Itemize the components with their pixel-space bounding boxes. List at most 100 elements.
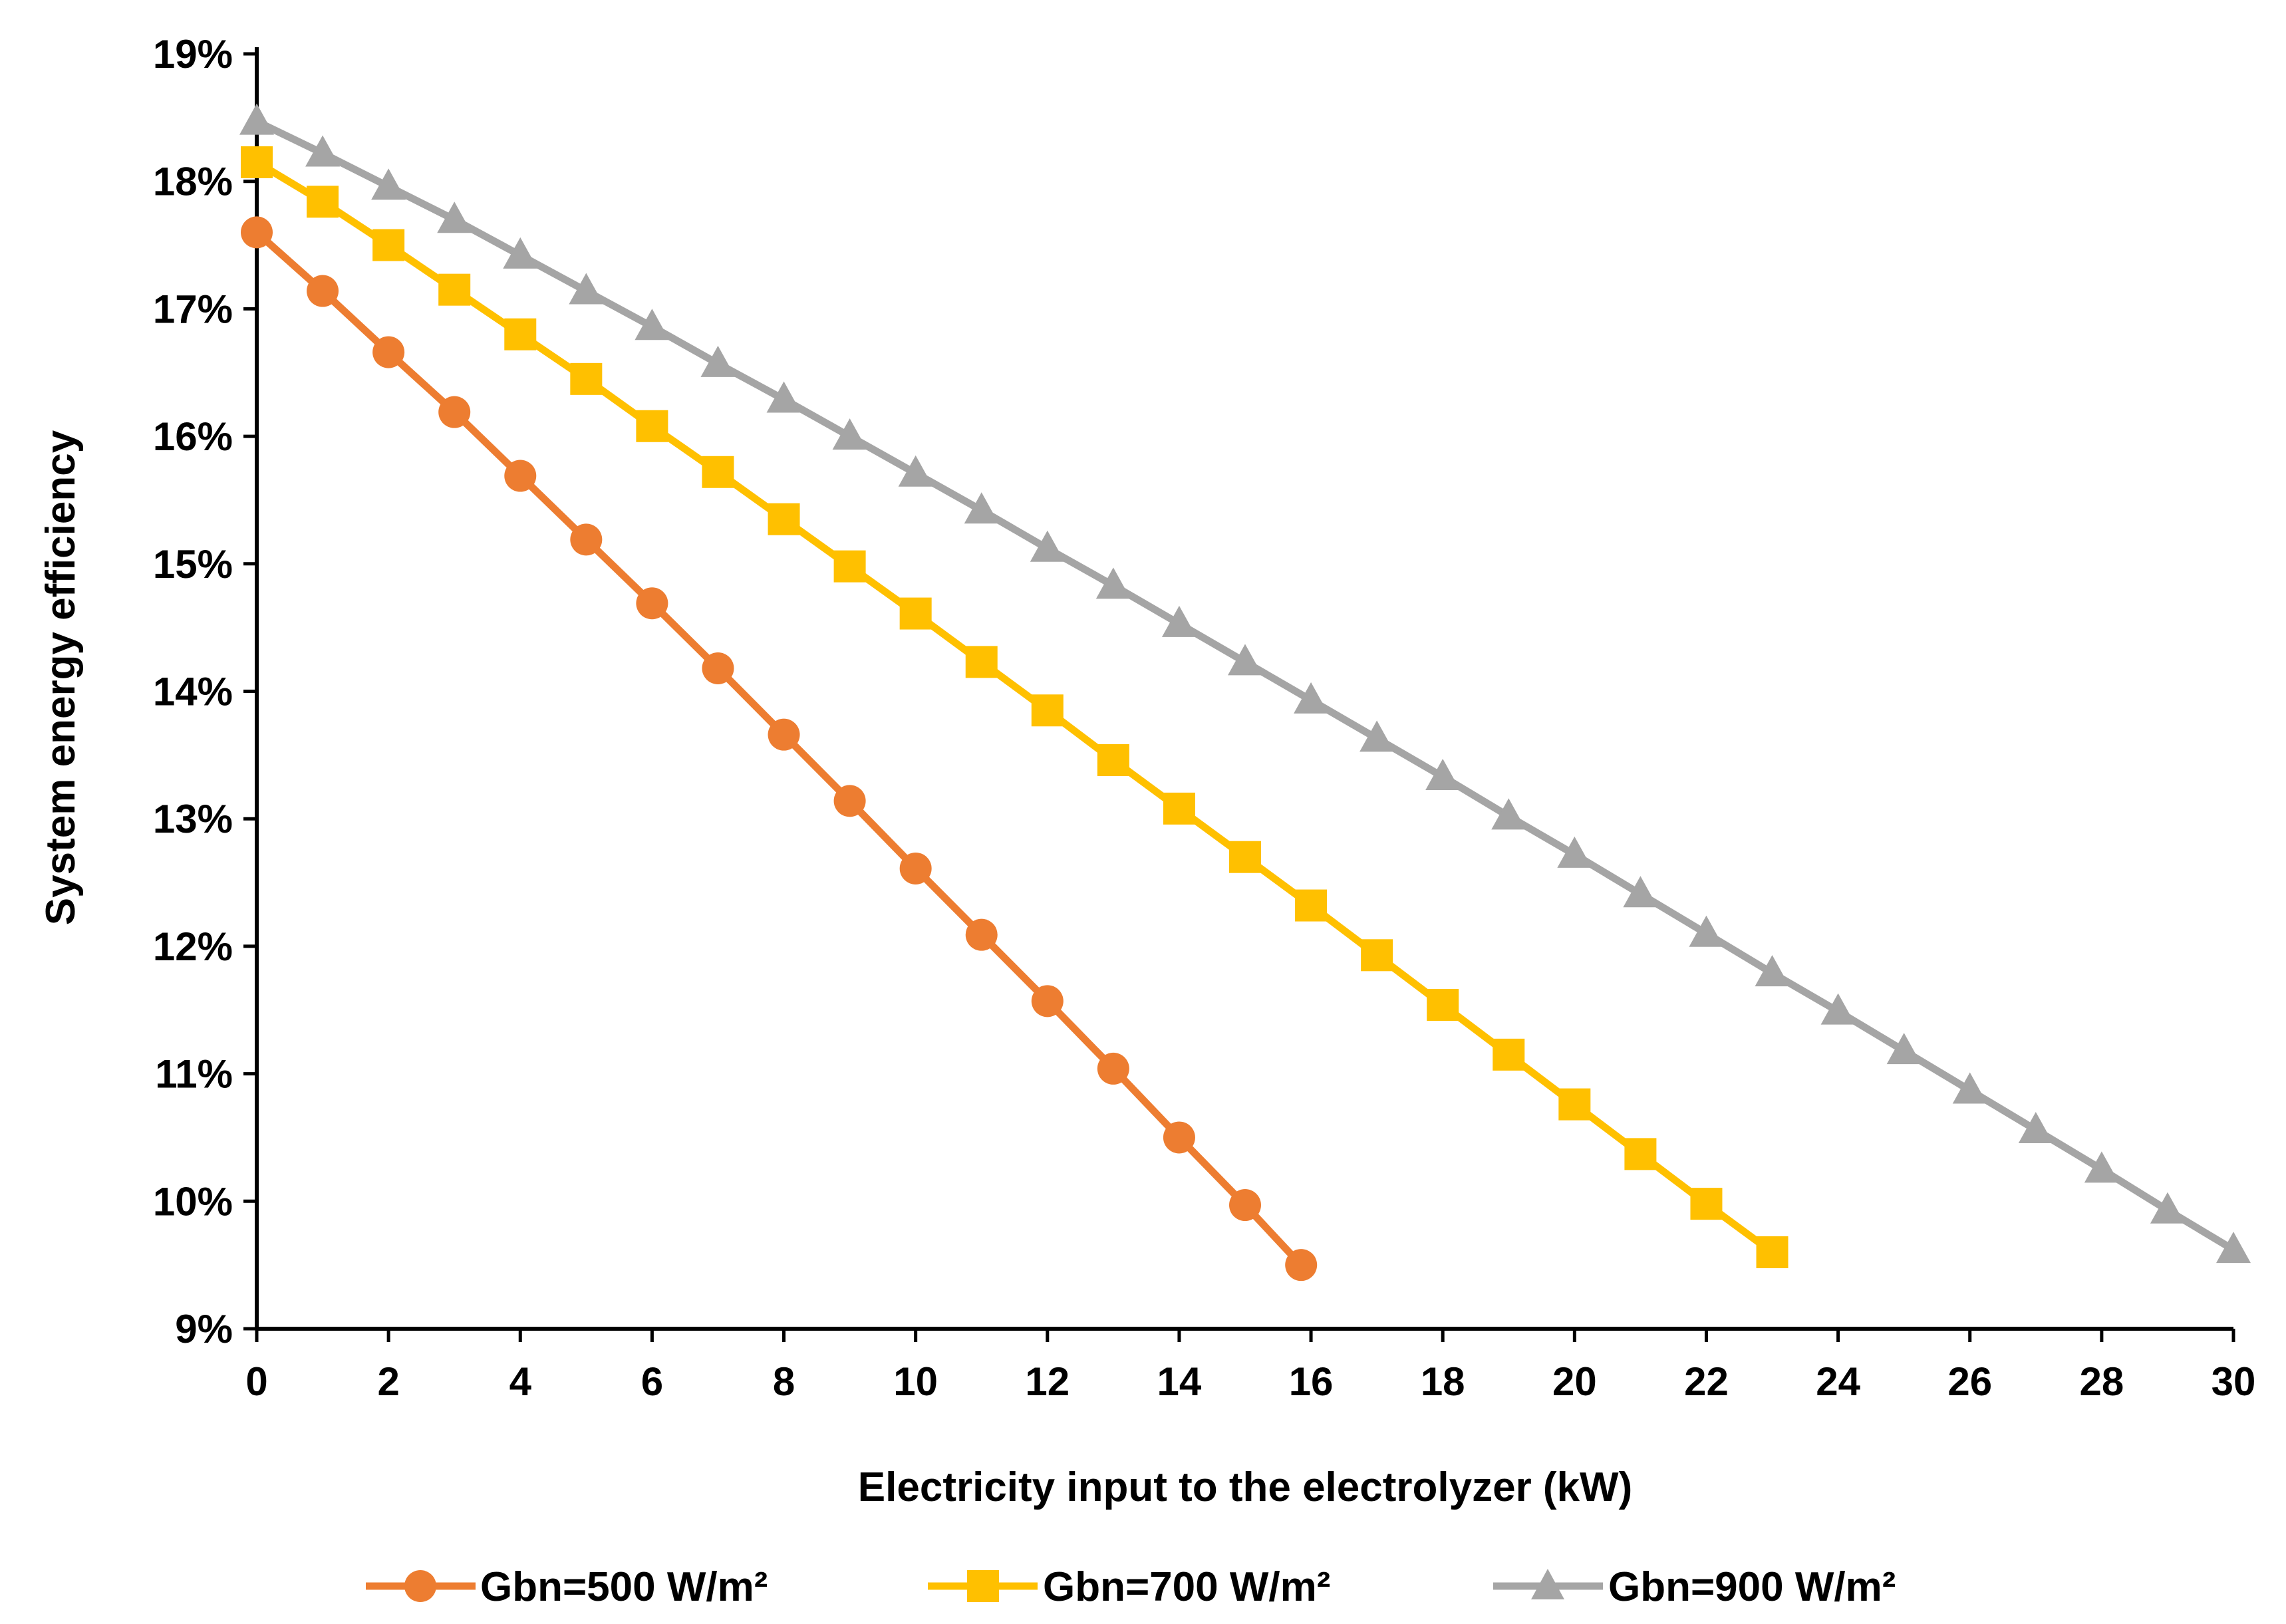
x-tick-label: 20 bbox=[1552, 1359, 1597, 1404]
x-tick-label: 14 bbox=[1157, 1359, 1202, 1404]
data-point-gbn-500 bbox=[636, 587, 668, 620]
data-point-gbn-900 bbox=[1161, 605, 1197, 637]
data-point-gbn-700 bbox=[307, 186, 339, 218]
data-point-gbn-700 bbox=[965, 646, 998, 678]
x-tick-label: 4 bbox=[509, 1359, 532, 1404]
data-point-gbn-500 bbox=[1163, 1121, 1195, 1154]
data-point-gbn-500 bbox=[241, 216, 273, 249]
data-point-gbn-900 bbox=[832, 418, 867, 450]
legend-item-gbn-900: Gbn=900 W/m² bbox=[1493, 1564, 1896, 1610]
y-axis-title: System energy efficiency bbox=[38, 430, 84, 925]
data-point-gbn-900 bbox=[239, 103, 274, 135]
data-point-gbn-900 bbox=[1491, 798, 1526, 830]
data-point-gbn-900 bbox=[2216, 1232, 2251, 1264]
y-tick-label: 19% bbox=[153, 32, 233, 76]
data-point-gbn-700 bbox=[768, 503, 800, 535]
x-tick-label: 16 bbox=[1289, 1359, 1334, 1404]
data-point-gbn-700 bbox=[1031, 694, 1064, 727]
data-point-gbn-900 bbox=[766, 381, 801, 413]
x-tick-label: 2 bbox=[377, 1359, 399, 1404]
data-point-gbn-500 bbox=[702, 652, 734, 684]
data-point-gbn-700 bbox=[1427, 989, 1459, 1021]
series-line-gbn-900 bbox=[255, 118, 2235, 1253]
data-point-gbn-700 bbox=[1493, 1038, 1525, 1071]
data-point-gbn-900 bbox=[1425, 758, 1461, 790]
y-tick-label: 17% bbox=[153, 287, 233, 331]
legend-item-gbn-500: Gbn=500 W/m² bbox=[366, 1564, 768, 1610]
data-point-gbn-900 bbox=[1820, 993, 1856, 1025]
data-point-gbn-900 bbox=[700, 345, 736, 377]
data-point-gbn-500 bbox=[504, 460, 537, 492]
data-point-gbn-900 bbox=[371, 168, 406, 200]
data-point-gbn-700 bbox=[1163, 792, 1195, 825]
data-point-gbn-900 bbox=[1359, 720, 1395, 752]
data-point-gbn-500 bbox=[372, 336, 405, 368]
y-tick-label: 13% bbox=[153, 797, 233, 841]
x-tick-label: 26 bbox=[1947, 1359, 1992, 1404]
data-point-gbn-900 bbox=[1557, 836, 1592, 868]
data-point-gbn-700 bbox=[1295, 889, 1328, 922]
legend-item-gbn-700: Gbn=700 W/m² bbox=[928, 1564, 1330, 1610]
y-tick-label: 18% bbox=[153, 160, 233, 204]
data-point-gbn-900 bbox=[1623, 876, 1658, 908]
series-line-gbn-700 bbox=[255, 159, 1775, 1256]
data-point-gbn-900 bbox=[1228, 644, 1262, 676]
x-tick-label: 18 bbox=[1421, 1359, 1465, 1404]
x-tick-label: 30 bbox=[2212, 1359, 2256, 1404]
data-point-gbn-900 bbox=[1095, 567, 1131, 599]
data-point-gbn-900 bbox=[964, 492, 999, 524]
x-tick-label: 6 bbox=[641, 1359, 663, 1404]
data-point-gbn-700 bbox=[702, 456, 734, 488]
data-point-gbn-700 bbox=[1558, 1088, 1591, 1121]
data-point-gbn-700 bbox=[1690, 1188, 1723, 1220]
data-point-gbn-500 bbox=[1285, 1249, 1318, 1282]
tick-labels: 9%10%11%12%13%14%15%16%17%18%19%0 2 4 6 8 10 1… bbox=[153, 32, 2255, 1404]
y-tick-label: 12% bbox=[153, 924, 233, 969]
data-point-gbn-900 bbox=[305, 135, 341, 167]
x-tick-label: 24 bbox=[1816, 1359, 1860, 1404]
x-axis-title: Electricity input to the electrolyzer (k… bbox=[858, 1464, 1632, 1510]
data-point-gbn-500 bbox=[1097, 1052, 1129, 1085]
data-point-gbn-900 bbox=[898, 455, 933, 487]
data-point-gbn-900 bbox=[2084, 1151, 2119, 1183]
y-tick-label: 10% bbox=[153, 1179, 233, 1224]
y-tick-label: 16% bbox=[153, 414, 233, 459]
legend-label-gbn-700: Gbn=700 W/m² bbox=[1043, 1564, 1330, 1610]
data-point-gbn-900 bbox=[1755, 955, 1790, 987]
data-point-gbn-500 bbox=[899, 852, 932, 884]
legend-marker-gbn-700 bbox=[967, 1570, 999, 1602]
data-point-gbn-500 bbox=[965, 918, 998, 951]
x-tick-label: 8 bbox=[773, 1359, 795, 1404]
legend-marker-gbn-900 bbox=[1531, 1569, 1564, 1599]
data-point-gbn-500 bbox=[1031, 985, 1064, 1017]
data-point-gbn-900 bbox=[569, 273, 604, 305]
data-point-gbn-900 bbox=[1952, 1072, 1987, 1104]
legend: Gbn=500 W/m² Gbn=700 W/m² Gbn=900 W/m² bbox=[366, 1564, 1896, 1610]
data-point-gbn-700 bbox=[1097, 744, 1129, 777]
y-tick-label: 14% bbox=[153, 670, 233, 714]
data-point-gbn-700 bbox=[1756, 1236, 1788, 1268]
data-point-gbn-900 bbox=[1294, 682, 1329, 714]
x-tick-label: 28 bbox=[2079, 1359, 2124, 1404]
y-tick-label: 9% bbox=[175, 1307, 233, 1351]
data-point-gbn-700 bbox=[1361, 939, 1393, 972]
data-point-gbn-900 bbox=[2150, 1192, 2185, 1224]
data-point-gbn-500 bbox=[768, 718, 800, 751]
x-tick-label: 0 bbox=[245, 1359, 267, 1404]
data-point-gbn-700 bbox=[1229, 841, 1261, 873]
data-point-gbn-900 bbox=[2018, 1111, 2053, 1143]
data-point-gbn-900 bbox=[1689, 915, 1724, 947]
data-point-gbn-500 bbox=[438, 396, 471, 428]
data-point-gbn-700 bbox=[504, 318, 537, 350]
data-point-gbn-500 bbox=[307, 275, 339, 307]
data-point-gbn-900 bbox=[437, 202, 472, 233]
data-point-gbn-700 bbox=[241, 146, 273, 178]
series-lines bbox=[254, 118, 2235, 1268]
data-point-gbn-700 bbox=[833, 550, 866, 583]
data-point-gbn-700 bbox=[438, 273, 471, 306]
data-point-gbn-900 bbox=[1886, 1033, 1922, 1065]
legend-marker-gbn-500 bbox=[404, 1570, 436, 1602]
data-point-gbn-900 bbox=[635, 309, 670, 340]
legend-label-gbn-500: Gbn=500 W/m² bbox=[480, 1564, 768, 1610]
